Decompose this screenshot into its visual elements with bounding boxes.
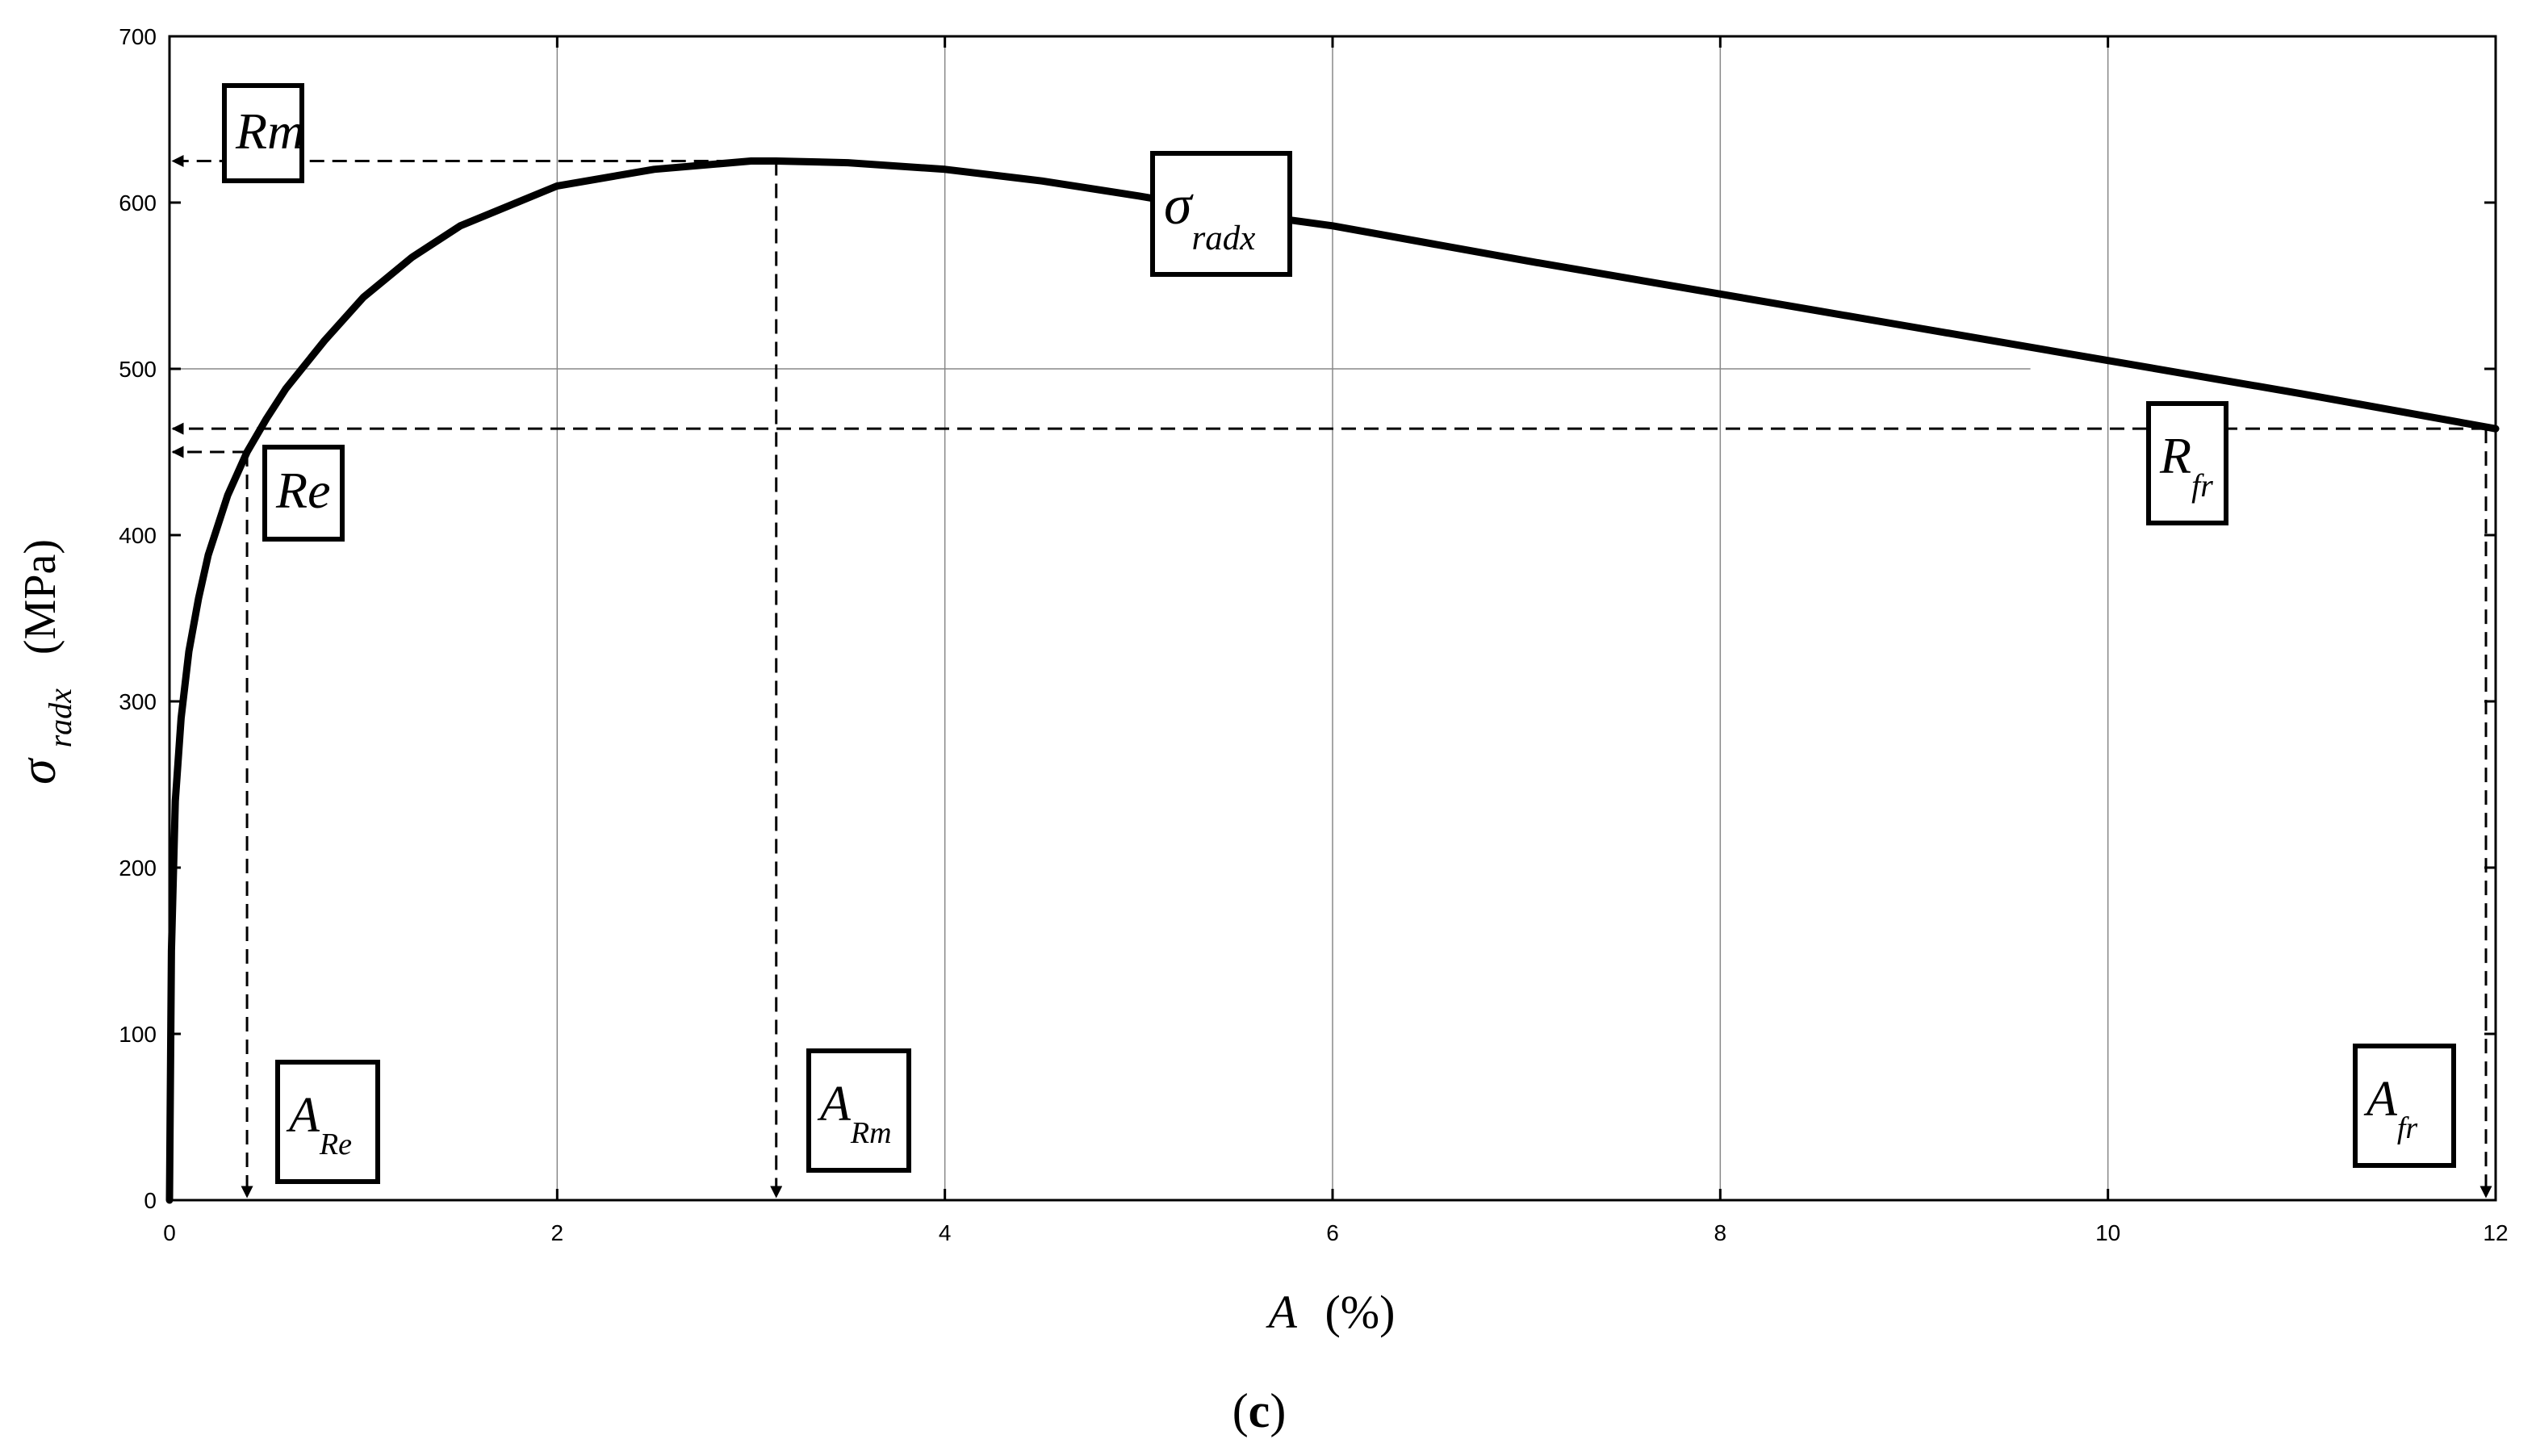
y-axis-unit: (MPa): [15, 539, 65, 655]
annotation-box-ARm: [806, 1048, 911, 1173]
annotation-sub: fr: [2191, 467, 2213, 504]
annotation-main: R: [2159, 427, 2191, 484]
annotation-sigma-radx: σradx: [1150, 151, 1292, 277]
annotation-main: Rm: [235, 103, 304, 160]
annotation-sub: Rm: [850, 1116, 892, 1150]
annotation-box-Rfr: [2146, 401, 2228, 525]
annotation-box-Rm: [222, 83, 304, 183]
y-tick-label: 700: [119, 24, 157, 49]
annotation-main: A: [817, 1077, 852, 1132]
annotation-Re: Re: [262, 445, 345, 542]
annotation-main: Re: [275, 462, 331, 519]
x-tick-label: 12: [2483, 1220, 2508, 1245]
x-tick-label: 4: [939, 1220, 952, 1245]
y-tick-label: 100: [119, 1022, 157, 1047]
y-tick-label: 200: [119, 856, 157, 881]
y-tick-label: 500: [119, 357, 157, 382]
y-tick-label: 400: [119, 523, 157, 548]
x-axis-unit: (%): [1324, 1286, 1395, 1338]
y-tick-labels: 0 100 200 300 400 500 600 700: [119, 24, 157, 1213]
x-tick-label: 6: [1326, 1220, 1339, 1245]
caption-letter: c: [1249, 1384, 1270, 1437]
x-axis-title: A (%): [1266, 1286, 1396, 1338]
annotation-main: σ: [1164, 174, 1194, 236]
annotation-main: A: [2363, 1072, 2398, 1127]
annotation-ARm: ARm: [806, 1048, 911, 1173]
x-tick-label: 10: [2095, 1220, 2120, 1245]
annotation-label-Rm: Rm: [235, 103, 304, 160]
y-axis-symbol: σ: [9, 757, 66, 784]
axis-ticks: [168, 35, 2497, 1202]
y-tick-label: 300: [119, 689, 157, 714]
caption-open: (: [1232, 1384, 1249, 1437]
annotation-main: A: [286, 1088, 320, 1143]
grid-lines: [169, 36, 2109, 1200]
x-tick-label: 8: [1714, 1220, 1727, 1245]
annotation-label-ARe: ARe: [286, 1088, 352, 1161]
annotation-Afr: Afr: [2353, 1044, 2456, 1168]
annotation-Rm: Rm: [222, 83, 304, 183]
y-tick-label: 0: [144, 1188, 157, 1213]
annotation-label-Afr: Afr: [2363, 1072, 2417, 1145]
y-axis-subscript: radx: [42, 688, 78, 748]
annotation-label-Re: Re: [275, 462, 331, 519]
y-tick-label: 600: [119, 190, 157, 215]
figure-caption: (c): [1232, 1384, 1287, 1437]
annotation-box-Re: [262, 445, 345, 542]
annotation-label-sigma-radx: σradx: [1164, 174, 1255, 257]
annotation-Rfr: Rfr: [2146, 401, 2228, 525]
x-tick-label: 2: [551, 1220, 564, 1245]
annotation-ARe: ARe: [275, 1060, 380, 1184]
caption-close: ): [1270, 1384, 1286, 1437]
annotation-label-Rfr: Rfr: [2159, 427, 2213, 504]
x-axis-symbol: A: [1266, 1286, 1298, 1338]
annotation-box-ARe: [275, 1060, 380, 1184]
stress-curve: [165, 157, 2500, 1204]
annotation-sub: Re: [319, 1128, 352, 1161]
annotation-sub: radx: [1192, 220, 1256, 257]
dashed-guides: [171, 155, 2492, 1199]
y-axis-title: σ radx (MPa): [9, 539, 82, 784]
annotation-sub: fr: [2397, 1111, 2418, 1145]
x-tick-label: 0: [163, 1220, 176, 1245]
x-tick-labels: 0 2 4 6 8 10 12: [163, 1220, 2508, 1245]
annotation-box-sigma-radx: [1150, 151, 1292, 277]
annotation-box-Afr: [2353, 1044, 2456, 1168]
annotation-label-ARm: ARm: [817, 1077, 892, 1150]
